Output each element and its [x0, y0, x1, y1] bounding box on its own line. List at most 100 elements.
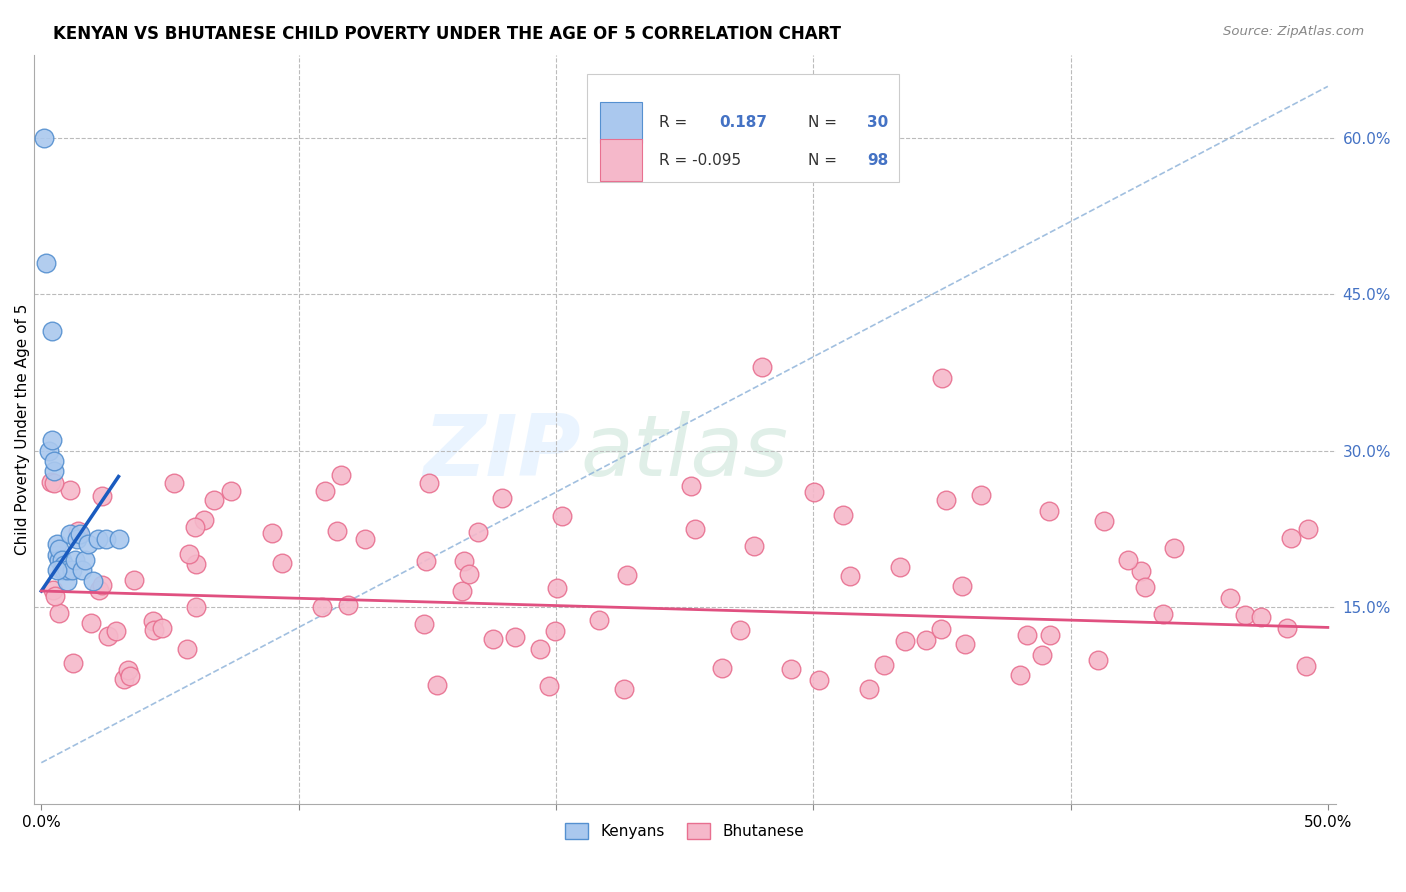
- Point: [72, 563, 94, 577]
- Point: [711, 661, 734, 675]
- Point: [529, 641, 551, 656]
- Point: [76, 537, 98, 551]
- Point: [503, 630, 526, 644]
- Point: [262, 525, 284, 540]
- Point: [162, 475, 184, 490]
- Point: [613, 682, 636, 697]
- Text: N =: N =: [808, 115, 837, 130]
- Point: [184, 600, 207, 615]
- Point: [458, 567, 481, 582]
- Point: [929, 623, 952, 637]
- Point: [45, 537, 67, 551]
- Point: [152, 621, 174, 635]
- Point: [683, 522, 706, 536]
- Point: [42, 582, 65, 597]
- Point: [107, 532, 129, 546]
- Point: [546, 581, 568, 595]
- Point: [45, 563, 67, 577]
- Point: [491, 491, 513, 505]
- Text: N =: N =: [808, 153, 837, 168]
- Point: [679, 478, 702, 492]
- Text: R = -0.095: R = -0.095: [658, 153, 741, 168]
- Point: [1250, 610, 1272, 624]
- Point: [80, 615, 103, 630]
- Point: [186, 557, 208, 571]
- Point: [97, 629, 120, 643]
- Point: [105, 624, 128, 639]
- Point: [1234, 608, 1257, 623]
- Point: [780, 662, 803, 676]
- Point: [44, 476, 66, 491]
- Point: [935, 493, 957, 508]
- Point: [728, 623, 751, 637]
- Point: [858, 682, 880, 697]
- Point: [1275, 621, 1298, 635]
- Point: [75, 553, 97, 567]
- Point: [326, 524, 349, 539]
- Point: [184, 520, 207, 534]
- Y-axis label: Child Poverty Under the Age of 5: Child Poverty Under the Age of 5: [15, 304, 30, 556]
- Point: [53, 558, 76, 572]
- Point: [193, 512, 215, 526]
- Point: [588, 613, 610, 627]
- Legend: Kenyans, Bhutanese: Kenyans, Bhutanese: [558, 817, 810, 846]
- Point: [41, 324, 63, 338]
- Point: [873, 658, 896, 673]
- Point: [44, 464, 66, 478]
- Point: [742, 539, 765, 553]
- Point: [41, 433, 63, 447]
- Point: [91, 489, 114, 503]
- Point: [481, 632, 503, 647]
- Point: [89, 583, 111, 598]
- Point: [66, 524, 89, 538]
- Point: [1092, 514, 1115, 528]
- Point: [142, 614, 165, 628]
- Point: [120, 669, 142, 683]
- Point: [329, 467, 352, 482]
- Point: [803, 485, 825, 500]
- Point: [87, 532, 110, 546]
- Point: [35, 256, 58, 270]
- Point: [270, 556, 292, 570]
- Point: [177, 547, 200, 561]
- Point: [44, 589, 66, 603]
- Point: [56, 563, 79, 577]
- Point: [1279, 531, 1302, 545]
- Point: [142, 623, 165, 637]
- Point: [48, 553, 70, 567]
- Point: [1039, 628, 1062, 642]
- Point: [53, 563, 76, 577]
- Text: 0.187: 0.187: [720, 115, 768, 130]
- Point: [1008, 667, 1031, 681]
- Point: [117, 663, 139, 677]
- Point: [51, 563, 73, 577]
- Point: [1296, 522, 1319, 536]
- Point: [838, 569, 860, 583]
- Point: [66, 532, 89, 546]
- Point: [1038, 504, 1060, 518]
- Point: [41, 475, 63, 490]
- Point: [1116, 553, 1139, 567]
- Text: atlas: atlas: [581, 410, 789, 493]
- Point: [60, 563, 83, 577]
- Point: [124, 574, 146, 588]
- Bar: [600, 139, 641, 180]
- Point: [953, 637, 976, 651]
- Point: [176, 642, 198, 657]
- Point: [453, 554, 475, 568]
- FancyBboxPatch shape: [586, 74, 900, 183]
- Point: [1129, 564, 1152, 578]
- Point: [969, 488, 991, 502]
- Point: [1152, 607, 1174, 621]
- Point: [915, 632, 938, 647]
- Text: Source: ZipAtlas.com: Source: ZipAtlas.com: [1223, 25, 1364, 38]
- Point: [894, 633, 917, 648]
- Point: [314, 483, 336, 498]
- Point: [219, 483, 242, 498]
- Point: [551, 508, 574, 523]
- Point: [38, 443, 60, 458]
- Point: [889, 559, 911, 574]
- Point: [90, 577, 112, 591]
- Point: [112, 672, 135, 686]
- Point: [415, 554, 437, 568]
